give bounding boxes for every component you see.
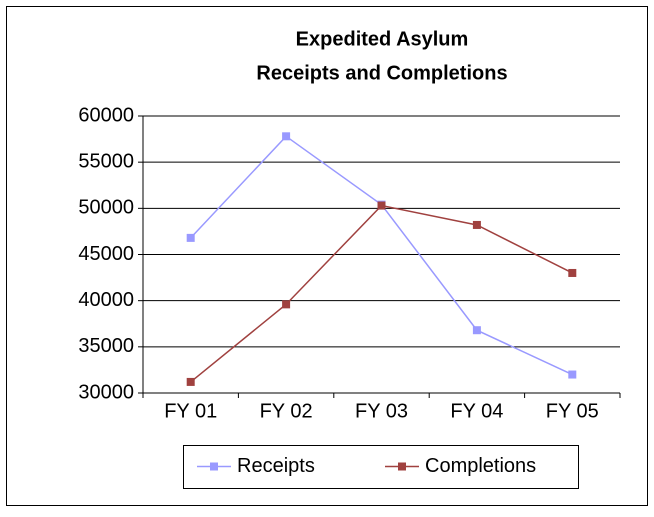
x-tick-label: FY 01: [164, 400, 217, 422]
y-tick-label: 50000: [78, 197, 134, 219]
y-tick-label: 40000: [78, 289, 134, 311]
chart-frame: [6, 6, 648, 506]
series-marker: [568, 370, 577, 379]
series-marker: [472, 326, 481, 335]
y-tick-label: 55000: [78, 150, 134, 172]
chart-title: Expedited Asylum: [296, 28, 469, 50]
series-marker: [186, 377, 195, 386]
series-marker: [186, 233, 195, 242]
legend-marker: [398, 462, 406, 471]
series-marker: [472, 220, 481, 229]
series-marker: [282, 132, 291, 141]
y-tick-label: 60000: [78, 104, 134, 126]
legend-label: Completions: [425, 455, 536, 477]
y-tick-label: 35000: [78, 335, 134, 357]
x-tick-label: FY 04: [450, 400, 503, 422]
x-tick-label: FY 03: [355, 400, 408, 422]
y-tick-label: 30000: [78, 381, 134, 403]
series-marker: [568, 268, 577, 277]
y-tick-label: 45000: [78, 243, 134, 265]
series-marker: [377, 201, 386, 210]
legend-marker: [210, 462, 218, 471]
series-marker: [282, 300, 291, 309]
x-tick-label: FY 02: [260, 400, 313, 422]
legend-box: [183, 445, 579, 489]
chart-title: Receipts and Completions: [256, 62, 507, 84]
x-tick-label: FY 05: [546, 400, 599, 422]
legend-label: Receipts: [237, 455, 315, 477]
